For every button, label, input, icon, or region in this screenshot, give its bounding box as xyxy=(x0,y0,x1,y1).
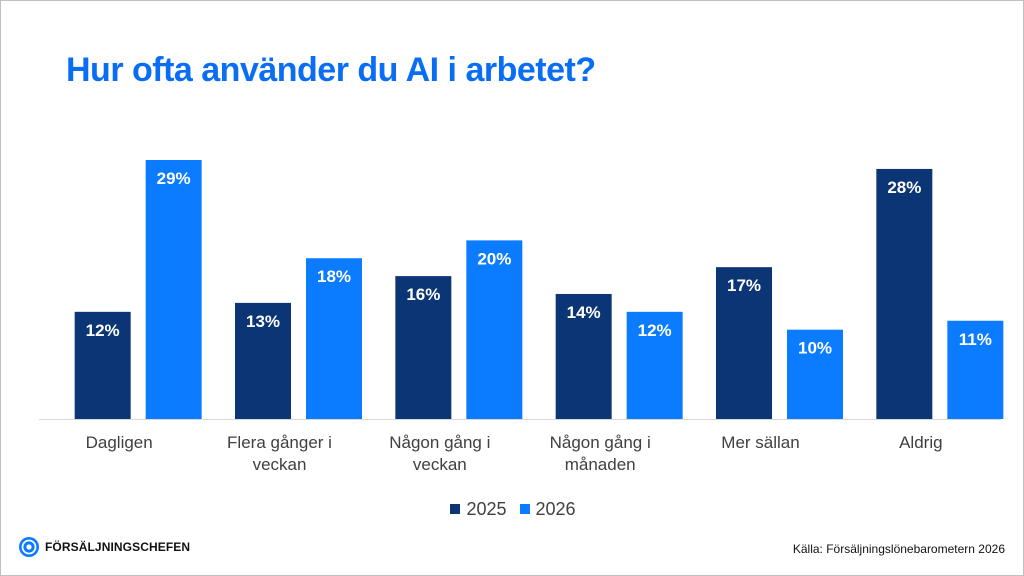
legend-swatch-2026 xyxy=(519,504,530,514)
chart-title: Hur ofta använder du AI i arbetet? xyxy=(66,51,596,89)
bar-2026-5 xyxy=(947,320,1004,419)
brand-logo: FÖRSÄLJNINGSCHEFEN xyxy=(19,537,190,557)
category-label-1-1: veckan xyxy=(253,455,307,474)
data-label-2025-2: 16% xyxy=(406,285,440,304)
bar-2025-0 xyxy=(74,311,131,419)
data-label-2025-0: 12% xyxy=(86,321,120,340)
category-label-2-0: Någon gång i xyxy=(389,433,490,452)
data-label-2026-3: 12% xyxy=(638,321,672,340)
bar-2025-1 xyxy=(235,302,291,419)
bar-2026-4 xyxy=(787,329,843,419)
data-label-2026-5: 11% xyxy=(959,330,992,349)
source-note: Källa: Försäljningslönebarometern 2026 xyxy=(792,542,1005,556)
bar-2025-2 xyxy=(395,276,452,419)
category-label-3-0: Någon gång i xyxy=(550,433,651,452)
legend-label-2025: 2025 xyxy=(466,498,507,519)
legend-swatch-2025 xyxy=(450,504,461,514)
legend: 2025 2026 xyxy=(1,498,1024,520)
bar-2025-4 xyxy=(716,267,772,419)
bar-2026-2 xyxy=(466,240,523,419)
data-label-2026-0: 29% xyxy=(157,169,191,188)
category-label-4-0: Mer sällan xyxy=(721,433,799,452)
brand-name: FÖRSÄLJNINGSCHEFEN xyxy=(45,540,191,554)
category-label-2-1: veckan xyxy=(413,455,467,474)
category-label-3-1: månaden xyxy=(565,455,636,474)
bar-2026-1 xyxy=(306,258,362,419)
data-label-2026-1: 18% xyxy=(317,267,351,286)
legend-label-2026: 2026 xyxy=(535,498,576,519)
data-label-2026-2: 20% xyxy=(477,249,511,268)
category-label-5-0: Aldrig xyxy=(899,433,942,452)
data-label-2025-5: 28% xyxy=(887,178,921,197)
bar-2025-5 xyxy=(876,168,933,419)
data-label-2026-4: 10% xyxy=(798,339,832,358)
category-label-0-0: Dagligen xyxy=(86,433,153,452)
bar-2026-3 xyxy=(626,311,683,419)
legend-item-2025: 2025 xyxy=(450,499,506,520)
data-label-2025-3: 14% xyxy=(567,303,601,322)
category-label-1-0: Flera gånger i xyxy=(227,433,332,452)
data-label-2025-1: 13% xyxy=(246,312,280,331)
bar-2026-0 xyxy=(145,160,202,419)
data-label-2025-4: 17% xyxy=(727,276,761,295)
bar-2025-3 xyxy=(555,293,612,419)
legend-item-2026: 2026 xyxy=(519,498,576,520)
target-circle-icon xyxy=(19,537,39,557)
